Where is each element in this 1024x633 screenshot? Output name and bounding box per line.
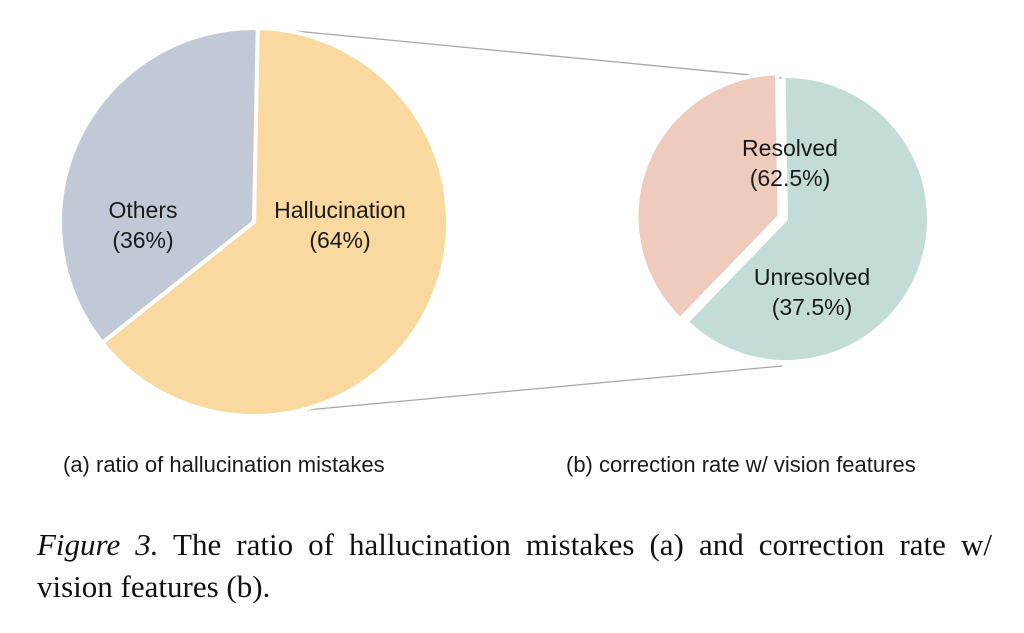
slice-percent-resolved: (62.5%) xyxy=(750,165,831,191)
slice-label-hallucination: Hallucination xyxy=(274,197,406,223)
slice-percent-hallucination: (64%) xyxy=(309,227,370,253)
slice-percent-unresolved: (37.5%) xyxy=(772,294,853,320)
figure-caption: Figure 3. The ratio of hallucination mis… xyxy=(37,524,992,608)
slice-percent-others: (36%) xyxy=(112,227,173,253)
zoom-connector-lines xyxy=(284,29,783,413)
slice-label-resolved: Resolved xyxy=(742,135,838,161)
pie-slice-resolved xyxy=(684,74,931,364)
figure-canvas: Hallucination (64%) Others (36%) Resolved (6… xyxy=(58,26,931,418)
connector-line-top xyxy=(284,29,783,79)
pie-slice-others xyxy=(58,26,260,345)
pie-slice-hallucination xyxy=(100,26,450,418)
figure-number: Figure 3. xyxy=(37,527,159,562)
subcaption-b: (b) correction rate w/ vision features xyxy=(566,452,916,477)
pie-chart-correction-rate: Resolved (62.5%) Unresolved (37.5%) xyxy=(634,71,931,364)
slice-label-others: Others xyxy=(108,197,177,223)
pie-slice-unresolved xyxy=(634,71,782,322)
slice-label-unresolved: Unresolved xyxy=(754,264,870,290)
subcaption-a: (a) ratio of hallucination mistakes xyxy=(63,452,385,477)
figure-caption-text: The ratio of hallucination mistakes (a) … xyxy=(37,527,992,604)
connector-line-bottom xyxy=(284,365,783,413)
pie-chart-hallucination-ratio: Hallucination (64%) Others (36%) xyxy=(58,26,450,418)
